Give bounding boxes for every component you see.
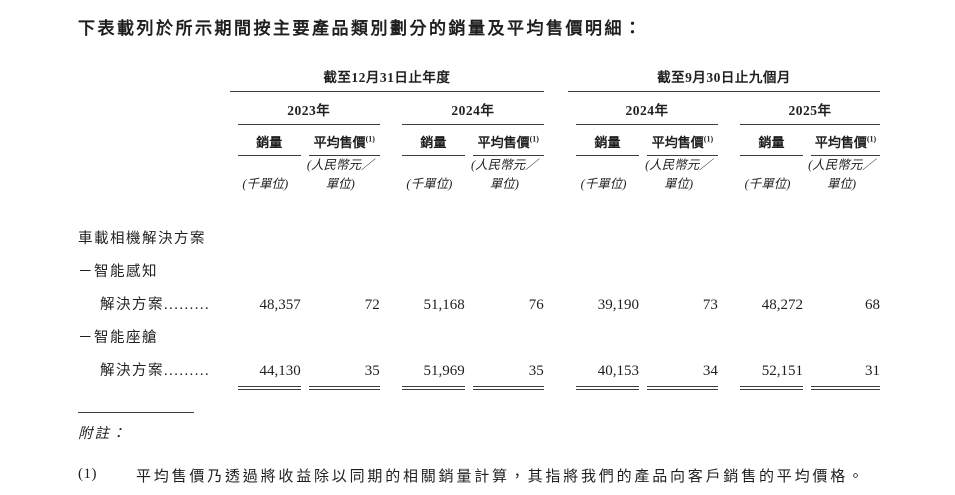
cell-value: 72	[364, 296, 380, 313]
note-marker: (1)	[78, 466, 97, 483]
note-item: (1) 平均售價乃透過將收益除以同期的相關銷量計算，其指將我們的產品向客戶銷售的…	[78, 466, 955, 489]
double-rule	[472, 385, 544, 391]
cell-value: 76	[528, 296, 544, 313]
year-2024-annual: 2024年	[401, 99, 544, 125]
row-label-category: 車載相機解決方案	[78, 230, 206, 247]
asp-unit: (人民幣元／ 單位)	[645, 158, 712, 192]
year-header-row: 2023年 2024年 2024年 2025年	[78, 92, 880, 125]
cell-value: 31	[865, 362, 880, 379]
volume-header: 銷量	[237, 132, 301, 156]
double-rule	[237, 385, 301, 391]
row-label-solutions: 解決方案.........	[100, 296, 211, 313]
double-rule	[576, 385, 639, 391]
sales-asp-table: 截至12月31日止年度 截至9月30日止九個月 2023年 2024年 2024…	[78, 66, 880, 391]
volume-header: 銷量	[401, 132, 465, 156]
volume-header: 銷量	[740, 132, 803, 156]
volume-header: 銷量	[576, 132, 639, 156]
volume-unit: (千單位)	[744, 177, 791, 192]
asp-header: 平均售價(1)	[308, 132, 380, 156]
notes-section: 附註： (1) 平均售價乃透過將收益除以同期的相關銷量計算，其指將我們的產品向客…	[78, 412, 955, 489]
double-rule	[401, 385, 465, 391]
footnote-ref-icon: (1)	[529, 134, 539, 144]
asp-unit: (人民幣元／ 單位)	[306, 158, 374, 192]
double-rule	[740, 385, 803, 391]
cell-value: 52,151	[761, 362, 803, 379]
cell-value: 44,130	[259, 362, 301, 379]
asp-header: 平均售價(1)	[472, 132, 544, 156]
measure-header-row: 銷量 平均售價(1) 銷量 平均售價(1) 銷量 平均售價(1) 銷量 平均售價…	[78, 125, 880, 156]
period-group-annual: 截至12月31日止年度	[229, 66, 544, 92]
intro-paragraph: 下表載列於所示期間按主要產品類別劃分的銷量及平均售價明細：	[78, 19, 644, 38]
notes-divider	[78, 412, 194, 414]
cell-value: 73	[702, 296, 718, 313]
table-row-values-smart-perception: 解決方案......... 48,357 72 51,168 76 39,190…	[78, 281, 880, 314]
units-row: (千單位) (人民幣元／ 單位) (千單位) (人民幣元／ 單位) (千單位) (人…	[78, 156, 880, 195]
cell-value: 34	[702, 362, 718, 379]
footnote-ref-icon: (1)	[866, 134, 877, 144]
table-row-sub: －智能座艙	[78, 314, 880, 347]
asp-unit: (人民幣元／ 單位)	[808, 158, 875, 192]
cell-value: 51,168	[423, 296, 465, 313]
cell-value: 40,153	[597, 362, 639, 379]
cell-value: 51,969	[423, 362, 465, 379]
table-row-section: 車載相機解決方案	[78, 195, 880, 248]
group-gap	[544, 66, 568, 92]
double-rule	[308, 385, 380, 391]
asp-header: 平均售價(1)	[646, 132, 718, 156]
cell-value: 48,272	[761, 296, 803, 313]
asp-header: 平均售價(1)	[810, 132, 880, 156]
cell-value: 35	[364, 362, 380, 379]
footnote-ref-icon: (1)	[703, 134, 714, 144]
asp-unit: (人民幣元／ 單位)	[470, 158, 538, 192]
row-label-smart-cockpit: －智能座艙	[78, 329, 158, 346]
cell-value: 68	[865, 296, 880, 313]
double-rule	[810, 385, 880, 391]
table-row-sub: －智能感知	[78, 248, 880, 281]
row-label-spacer	[78, 66, 230, 92]
cell-value: 48,357	[259, 296, 301, 313]
year-2023: 2023年	[237, 99, 380, 125]
row-label-solutions: 解決方案.........	[100, 362, 211, 379]
year-2024-nine-months: 2024年	[576, 99, 718, 125]
row-label-smart-perception: －智能感知	[78, 263, 158, 280]
volume-unit: (千單位)	[242, 177, 289, 192]
volume-unit: (千單位)	[406, 177, 453, 192]
volume-unit: (千單位)	[580, 177, 627, 192]
table-row-values-smart-cockpit: 解決方案......... 44,130 35 51,969 35 40,153…	[78, 347, 880, 380]
footnote-ref-icon: (1)	[365, 134, 375, 144]
double-rule-row	[78, 380, 880, 391]
period-header-row: 截至12月31日止年度 截至9月30日止九個月	[78, 66, 880, 92]
period-group-nine-months: 截至9月30日止九個月	[568, 66, 880, 92]
notes-heading: 附註：	[78, 426, 128, 443]
cell-value: 39,190	[597, 296, 639, 313]
cell-value: 35	[528, 362, 544, 379]
year-2025: 2025年	[740, 99, 880, 125]
note-text: 平均售價乃透過將收益除以同期的相關銷量計算，其指將我們的產品向客戶銷售的平均價格…	[136, 469, 866, 486]
double-rule	[646, 385, 718, 391]
